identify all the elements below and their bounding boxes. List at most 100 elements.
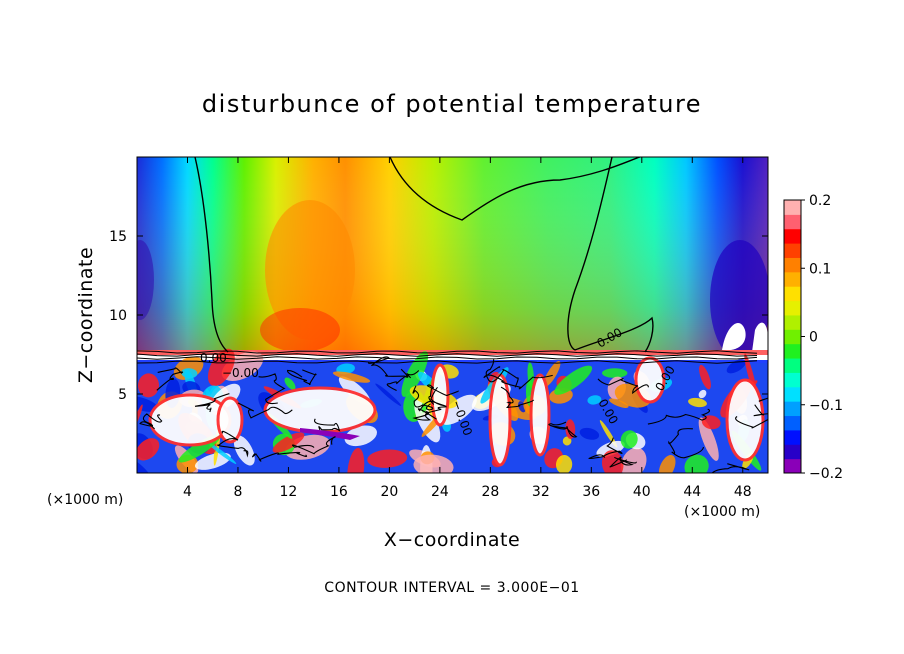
turbulent-blob bbox=[688, 397, 707, 408]
purple-streak bbox=[300, 428, 360, 440]
lower-contour bbox=[139, 413, 163, 430]
turbulent-blob bbox=[599, 420, 618, 448]
colorbar-swatch bbox=[784, 286, 801, 302]
lower-contour bbox=[668, 428, 705, 459]
turbulent-blob bbox=[413, 454, 454, 473]
white-plume bbox=[529, 373, 551, 457]
turbulent-blob bbox=[698, 417, 719, 461]
turbulent-blob bbox=[620, 430, 638, 449]
y-tick-label: 5 bbox=[118, 387, 127, 403]
colorbar-swatch bbox=[784, 314, 801, 330]
turbulent-blob bbox=[699, 364, 711, 390]
lower-contours bbox=[139, 356, 768, 473]
turbulent-blob bbox=[347, 447, 365, 473]
colorbar bbox=[783, 199, 802, 474]
x-unit-right: (×1000 m) bbox=[684, 504, 760, 520]
turbulent-blob bbox=[137, 396, 158, 412]
cold-core-left bbox=[137, 240, 154, 320]
lower-contour bbox=[500, 386, 535, 409]
upper-layer-shading bbox=[137, 157, 768, 357]
colorbar-swatch bbox=[784, 228, 801, 244]
lower-contour bbox=[588, 437, 623, 460]
colorbar-swatch bbox=[784, 200, 801, 215]
white-plume bbox=[263, 386, 377, 434]
colorbar-swatch bbox=[784, 257, 801, 273]
x-axis-label: X−coordinate bbox=[384, 529, 520, 551]
contour-label: 0.00 bbox=[200, 351, 227, 365]
colorbar-swatch bbox=[784, 329, 801, 345]
lower-contour bbox=[735, 404, 768, 429]
turbulent-blob bbox=[602, 368, 628, 378]
turbulent-blob bbox=[194, 452, 231, 470]
contour-line-right bbox=[574, 316, 654, 353]
turbulent-blob bbox=[543, 361, 561, 388]
lower-contour bbox=[314, 418, 341, 432]
colorbar-swatch bbox=[784, 243, 801, 258]
interface-contour bbox=[137, 353, 758, 357]
x-unit-left: (×1000 m) bbox=[47, 492, 123, 508]
turbulent-blob bbox=[375, 383, 402, 406]
contour-line-left bbox=[194, 157, 229, 353]
x-tick-label: 36 bbox=[582, 484, 600, 500]
chart-title: disturbunce of potential temperature bbox=[202, 90, 702, 118]
contour-label: −0.00 bbox=[222, 366, 259, 380]
lower-contour bbox=[287, 369, 317, 386]
turbulent-blob bbox=[344, 425, 378, 447]
colorbar-swatch bbox=[784, 401, 801, 417]
interface-contour bbox=[137, 356, 758, 360]
colorbar-tick-label: 0.2 bbox=[809, 193, 831, 209]
turbulent-blob bbox=[587, 395, 602, 405]
y-axis: 5 10 15 bbox=[109, 229, 768, 403]
colorbar-swatch bbox=[784, 444, 801, 460]
y-axis-label: Z−coordinate bbox=[75, 247, 97, 383]
turbulent-blob bbox=[684, 454, 709, 473]
turbulent-blob bbox=[554, 365, 593, 395]
lower-contour bbox=[412, 385, 434, 411]
x-tick-label: 40 bbox=[633, 484, 651, 500]
turbulent-blob bbox=[658, 454, 676, 473]
colorbar-tick-label: −0.2 bbox=[809, 466, 843, 482]
x-tick-label: 12 bbox=[280, 484, 298, 500]
interface-contour bbox=[137, 360, 758, 364]
turbulent-blob bbox=[726, 359, 747, 374]
turbulent-blob bbox=[284, 377, 296, 390]
warm-core-base bbox=[260, 308, 340, 352]
heatmap-field: 0.00 −0.00 0.00 0.00 0.00 −0.00 bbox=[137, 157, 768, 473]
white-plume bbox=[488, 373, 512, 467]
white-plume bbox=[634, 356, 666, 404]
colorbar-swatch bbox=[784, 372, 801, 388]
lower-contour bbox=[711, 463, 750, 473]
turbulent-blob bbox=[562, 436, 572, 446]
lower-contour bbox=[194, 393, 230, 413]
x-tick-label: 24 bbox=[431, 484, 449, 500]
colorbar-swatch bbox=[784, 429, 801, 445]
lower-contour bbox=[291, 436, 336, 455]
turbulent-blob bbox=[332, 371, 371, 383]
lower-contour bbox=[485, 359, 519, 388]
turbulent-blob bbox=[137, 438, 160, 461]
white-patch-edge bbox=[752, 322, 768, 352]
colorbar-swatch bbox=[784, 386, 801, 402]
colorbar-tick-label: −0.1 bbox=[809, 398, 843, 414]
turbulent-blob bbox=[698, 389, 707, 399]
lower-contour bbox=[417, 387, 447, 420]
x-tick-label: 4 bbox=[183, 484, 192, 500]
x-axis: 4 8 12 16 20 24 28 32 36 40 44 48 bbox=[183, 157, 752, 500]
lower-contour bbox=[412, 406, 447, 421]
colorbar-tick-label: 0.1 bbox=[809, 261, 831, 277]
x-tick-label: 16 bbox=[330, 484, 348, 500]
x-tick-label: 44 bbox=[683, 484, 701, 500]
colorbar-ticks: 0.2 0.1 0 −0.1 −0.2 bbox=[801, 193, 843, 482]
white-plume bbox=[216, 396, 244, 444]
lower-contour bbox=[548, 421, 578, 438]
colorbar-swatch bbox=[784, 343, 801, 359]
lower-contour bbox=[647, 408, 711, 425]
lower-contour bbox=[217, 430, 249, 458]
interface-contours bbox=[137, 350, 758, 364]
colorbar-swatch bbox=[784, 358, 801, 373]
x-tick-label: 32 bbox=[532, 484, 550, 500]
colorbar-swatch bbox=[784, 300, 801, 316]
turbulent-blob bbox=[206, 441, 237, 464]
white-plume bbox=[725, 378, 765, 462]
turbulent-blob bbox=[579, 427, 600, 440]
